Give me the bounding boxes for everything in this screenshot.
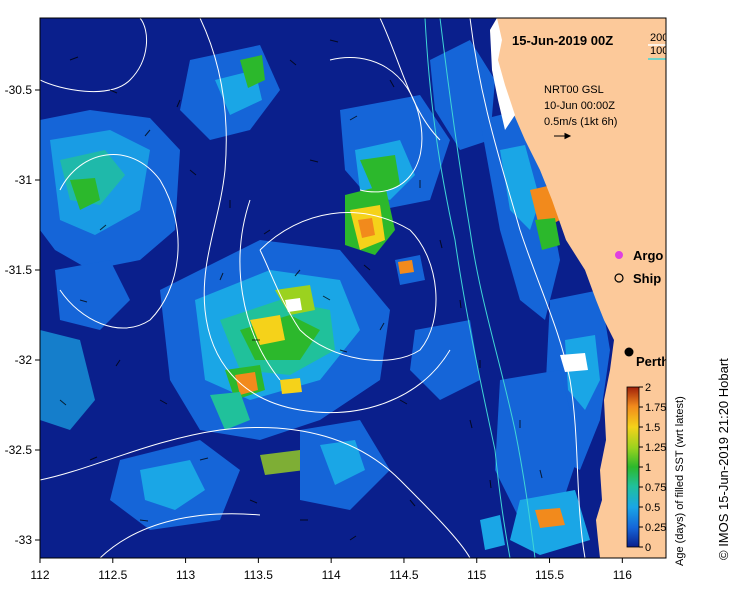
map-plot-area: Perth 15-Jun-2019 00Z 200m 1000m NRT00 G… xyxy=(40,18,684,558)
colorbar-tick-label: 1 xyxy=(645,462,651,474)
current-info-line1: NRT00 GSL xyxy=(544,84,604,96)
x-tick-label: 115.5 xyxy=(535,568,564,582)
x-tick-label: 112 xyxy=(30,568,49,582)
x-tick-label: 114 xyxy=(322,568,341,582)
y-tick-label: -31 xyxy=(15,173,33,187)
y-tick-label: -32 xyxy=(15,353,33,367)
depth-contours xyxy=(424,18,586,558)
x-tick-label: 113.5 xyxy=(244,568,273,582)
colorbar-tick-label: 0 xyxy=(645,542,651,554)
colorbar: 0 0.25 0.5 0.75 1 1.25 1.5 1.75 2 xyxy=(626,382,666,554)
colorbar-tick-label: 0.25 xyxy=(645,522,666,534)
sst-patches xyxy=(40,40,610,555)
colorbar-tick-label: 2 xyxy=(645,382,651,394)
current-scale-arrow-icon xyxy=(554,132,572,140)
y-tick-label: -31.5 xyxy=(5,263,33,277)
x-axis: 112 112.5 113 113.5 114 114.5 115 115.5 116 xyxy=(30,558,632,582)
coastal-fringe xyxy=(490,18,515,130)
current-info-line3: 0.5m/s (1kt 6h) xyxy=(544,116,617,128)
current-arrows xyxy=(59,39,543,541)
current-info-line2: 10-Jun 00:00Z xyxy=(544,100,615,112)
ship-label: Ship xyxy=(633,271,661,286)
argo-label: Argo xyxy=(633,248,663,263)
map-title: 15-Jun-2019 00Z xyxy=(512,33,613,48)
marker-legend: Argo Ship xyxy=(614,248,663,286)
x-tick-label: 114.5 xyxy=(389,568,418,582)
y-axis: -30.5 -31 -31.5 -32 -32.5 -33 xyxy=(5,83,40,547)
y-tick-label: -30.5 xyxy=(5,83,33,97)
colorbar-tick-label: 1.75 xyxy=(645,402,666,414)
x-tick-label: 115 xyxy=(467,568,486,582)
x-tick-label: 112.5 xyxy=(98,568,127,582)
colorbar-gradient xyxy=(626,386,640,548)
depth-legend: 200m 1000m xyxy=(648,32,684,60)
sea-level-contours xyxy=(40,18,471,558)
y-tick-label: -32.5 xyxy=(5,443,33,457)
depth-legend-200m: 200m xyxy=(650,32,678,44)
y-tick-label: -33 xyxy=(15,533,33,547)
magenta-circle-icon xyxy=(615,251,623,259)
land-mass xyxy=(490,18,666,558)
current-info: NRT00 GSL 10-Jun 00:00Z 0.5m/s (1kt 6h) xyxy=(544,84,617,140)
credit-text: © IMOS 15-Jun-2019 21:20 Hobart xyxy=(716,358,731,560)
colorbar-tick-label: 1.5 xyxy=(645,422,660,434)
colorbar-tick-label: 0.75 xyxy=(645,482,666,494)
plot-frame xyxy=(39,17,667,559)
perth-marker: Perth xyxy=(624,347,669,369)
perth-label: Perth xyxy=(636,354,669,369)
colorbar-label: Age (days) of filled SST (wrt latest) xyxy=(674,396,686,566)
open-circle-icon xyxy=(614,273,624,283)
colorbar-tick-label: 1.25 xyxy=(645,442,666,454)
x-tick-label: 116 xyxy=(613,568,632,582)
colorbar-tick-label: 0.5 xyxy=(645,502,660,514)
x-tick-label: 113 xyxy=(176,568,195,582)
depth-legend-1000m: 1000m xyxy=(650,45,684,57)
